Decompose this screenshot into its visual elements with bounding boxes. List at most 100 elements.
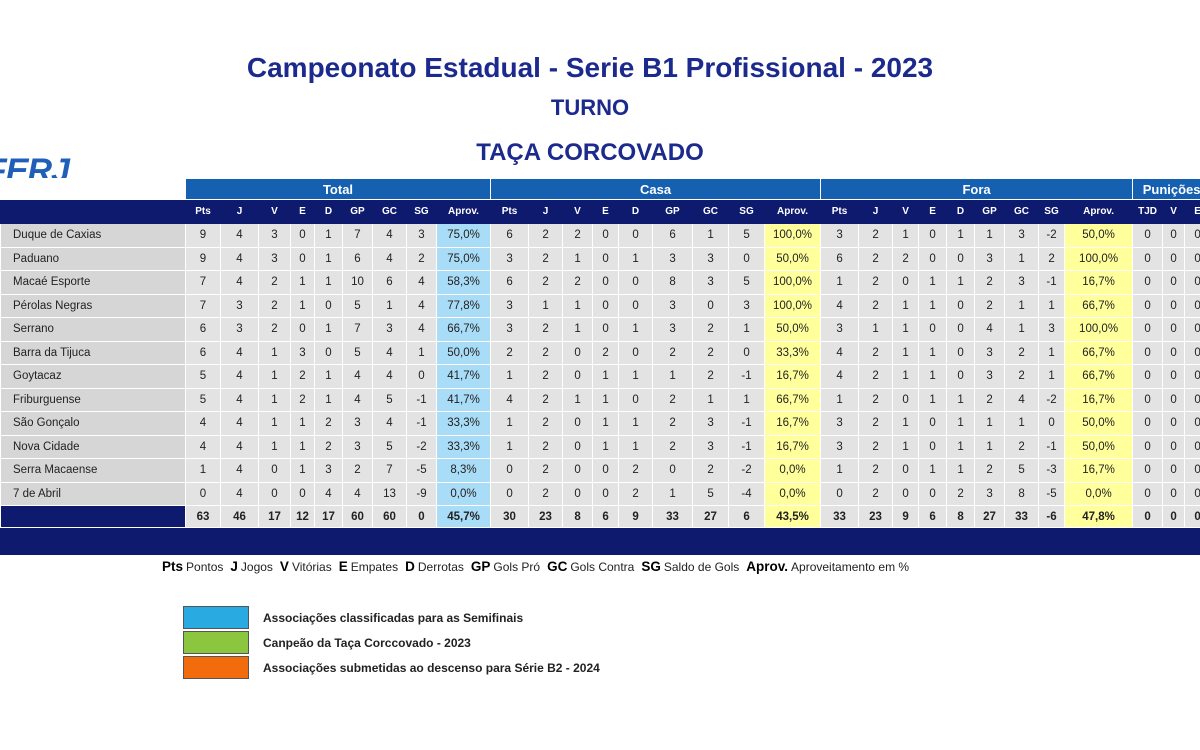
column-header: TJD [1132,199,1164,224]
cell: 6 [490,270,530,295]
abbr: GC [547,559,568,574]
cell: 66,7% [1064,340,1134,365]
cell: 4 [342,364,373,389]
cell: 2 [692,364,730,389]
cell: 0 [1184,246,1200,271]
cell: 50,0% [1064,434,1134,459]
cell: 4 [314,481,343,506]
cell: 6 [728,505,766,528]
cell: 1 [314,387,343,412]
cell: 1 [974,223,1006,248]
cell: -2 [1038,223,1066,248]
cell: 3 [692,434,730,459]
cell: 0 [1184,458,1200,483]
cell: 66,7% [1064,364,1134,389]
cell: 27 [974,505,1006,528]
cell: 0 [1132,340,1164,365]
cell: -5 [1038,481,1066,506]
cell: 3 [1038,317,1066,342]
cell: 4 [490,387,530,412]
cell: 3 [820,317,860,342]
column-header: Aprov. [1064,199,1134,224]
cell: 1 [918,387,948,412]
cell: 0 [562,340,594,365]
column-header: Pts [185,199,221,224]
cell: 4 [220,364,259,389]
legend-item: Canpeão da Taça Corccovado - 2023 [183,630,600,655]
cell: 0 [562,434,594,459]
cell: 0 [892,481,920,506]
column-header: GC [692,199,730,224]
cell: 0 [562,364,594,389]
cell: 0 [592,246,620,271]
cell: 1 [290,458,315,483]
cell: 8 [562,505,594,528]
cell: 0 [185,481,221,506]
cell: 5 [372,434,407,459]
team-name: Nova Cidade [0,434,186,459]
cell: -1 [406,411,437,436]
cell: 2 [652,340,694,365]
cell: 2 [1004,340,1040,365]
cell: 0 [1132,223,1164,248]
cell: 0 [592,481,620,506]
cell: 5 [1004,458,1040,483]
cell: 4 [220,458,259,483]
cell: 2 [858,387,894,412]
team-name: Duque de Caxias [0,223,186,248]
cell: -2 [406,434,437,459]
column-header: SG [1038,199,1066,224]
cell: 6 [342,246,373,271]
team-row: Pérolas Negras 7 3 2 1 0 5 1 4 77,8% 3 1 1 0 0 3 0 3 100,0… [0,293,1200,318]
team-row: Paduano 9 4 3 0 1 6 4 2 75,0% 3 2 1 0 1 3 3 0 50,0% 6 2 2 0 0 3 1… [0,246,1200,271]
abbr: SG [641,559,661,574]
cell: 66,7% [1064,293,1134,318]
cell: 6 [652,223,694,248]
cell: 4 [342,481,373,506]
cell: 0 [728,246,766,271]
cell: 2 [618,458,654,483]
cell: 0 [1184,411,1200,436]
cell: 1 [314,270,343,295]
cell: 2 [528,458,564,483]
cell: 0 [290,223,315,248]
cell: 0 [1162,387,1186,412]
cell: 1 [528,293,564,318]
cell: 0 [1184,270,1200,295]
cell: 4 [372,246,407,271]
cell: 46 [220,505,259,528]
group-header-row: Total Casa Fora Punições [0,178,1200,200]
cell: 17 [258,505,291,528]
cell: 0 [258,458,291,483]
cell: 4 [406,270,437,295]
cell: 33,3% [435,411,492,436]
team-name: Goytacaz [0,364,186,389]
team-name: Serrano [0,317,186,342]
cell: 3 [342,434,373,459]
abbr-meaning: Pontos [186,560,224,574]
cell: 3 [258,223,291,248]
cell: 8 [1004,481,1040,506]
cell: 100,0% [764,270,822,295]
group-header: Punições [1132,178,1200,200]
cell: 2 [858,434,894,459]
cell: 0 [1184,223,1200,248]
team-row: São Gonçalo 4 4 1 1 2 3 4 -1 33,3% 1 2 0 1 1 2 3 -1 16,7% 3… [0,411,1200,436]
cell: 0 [1162,458,1186,483]
cell: 5 [372,387,407,412]
cell: 1 [892,411,920,436]
abbreviation: GC Gols Contra [547,559,634,574]
blank-cell [0,178,186,200]
cell: 23 [528,505,564,528]
cell: 2 [652,434,694,459]
group-header: Fora [820,178,1134,200]
legend-swatch [183,656,249,679]
cell: 0 [1162,481,1186,506]
cell: 2 [858,270,894,295]
cell: 1 [618,246,654,271]
abbreviation: GP Gols Pró [471,559,540,574]
cell: 4 [220,223,259,248]
cell: 3 [974,364,1006,389]
cell: 4 [974,317,1006,342]
cell: 3 [490,246,530,271]
